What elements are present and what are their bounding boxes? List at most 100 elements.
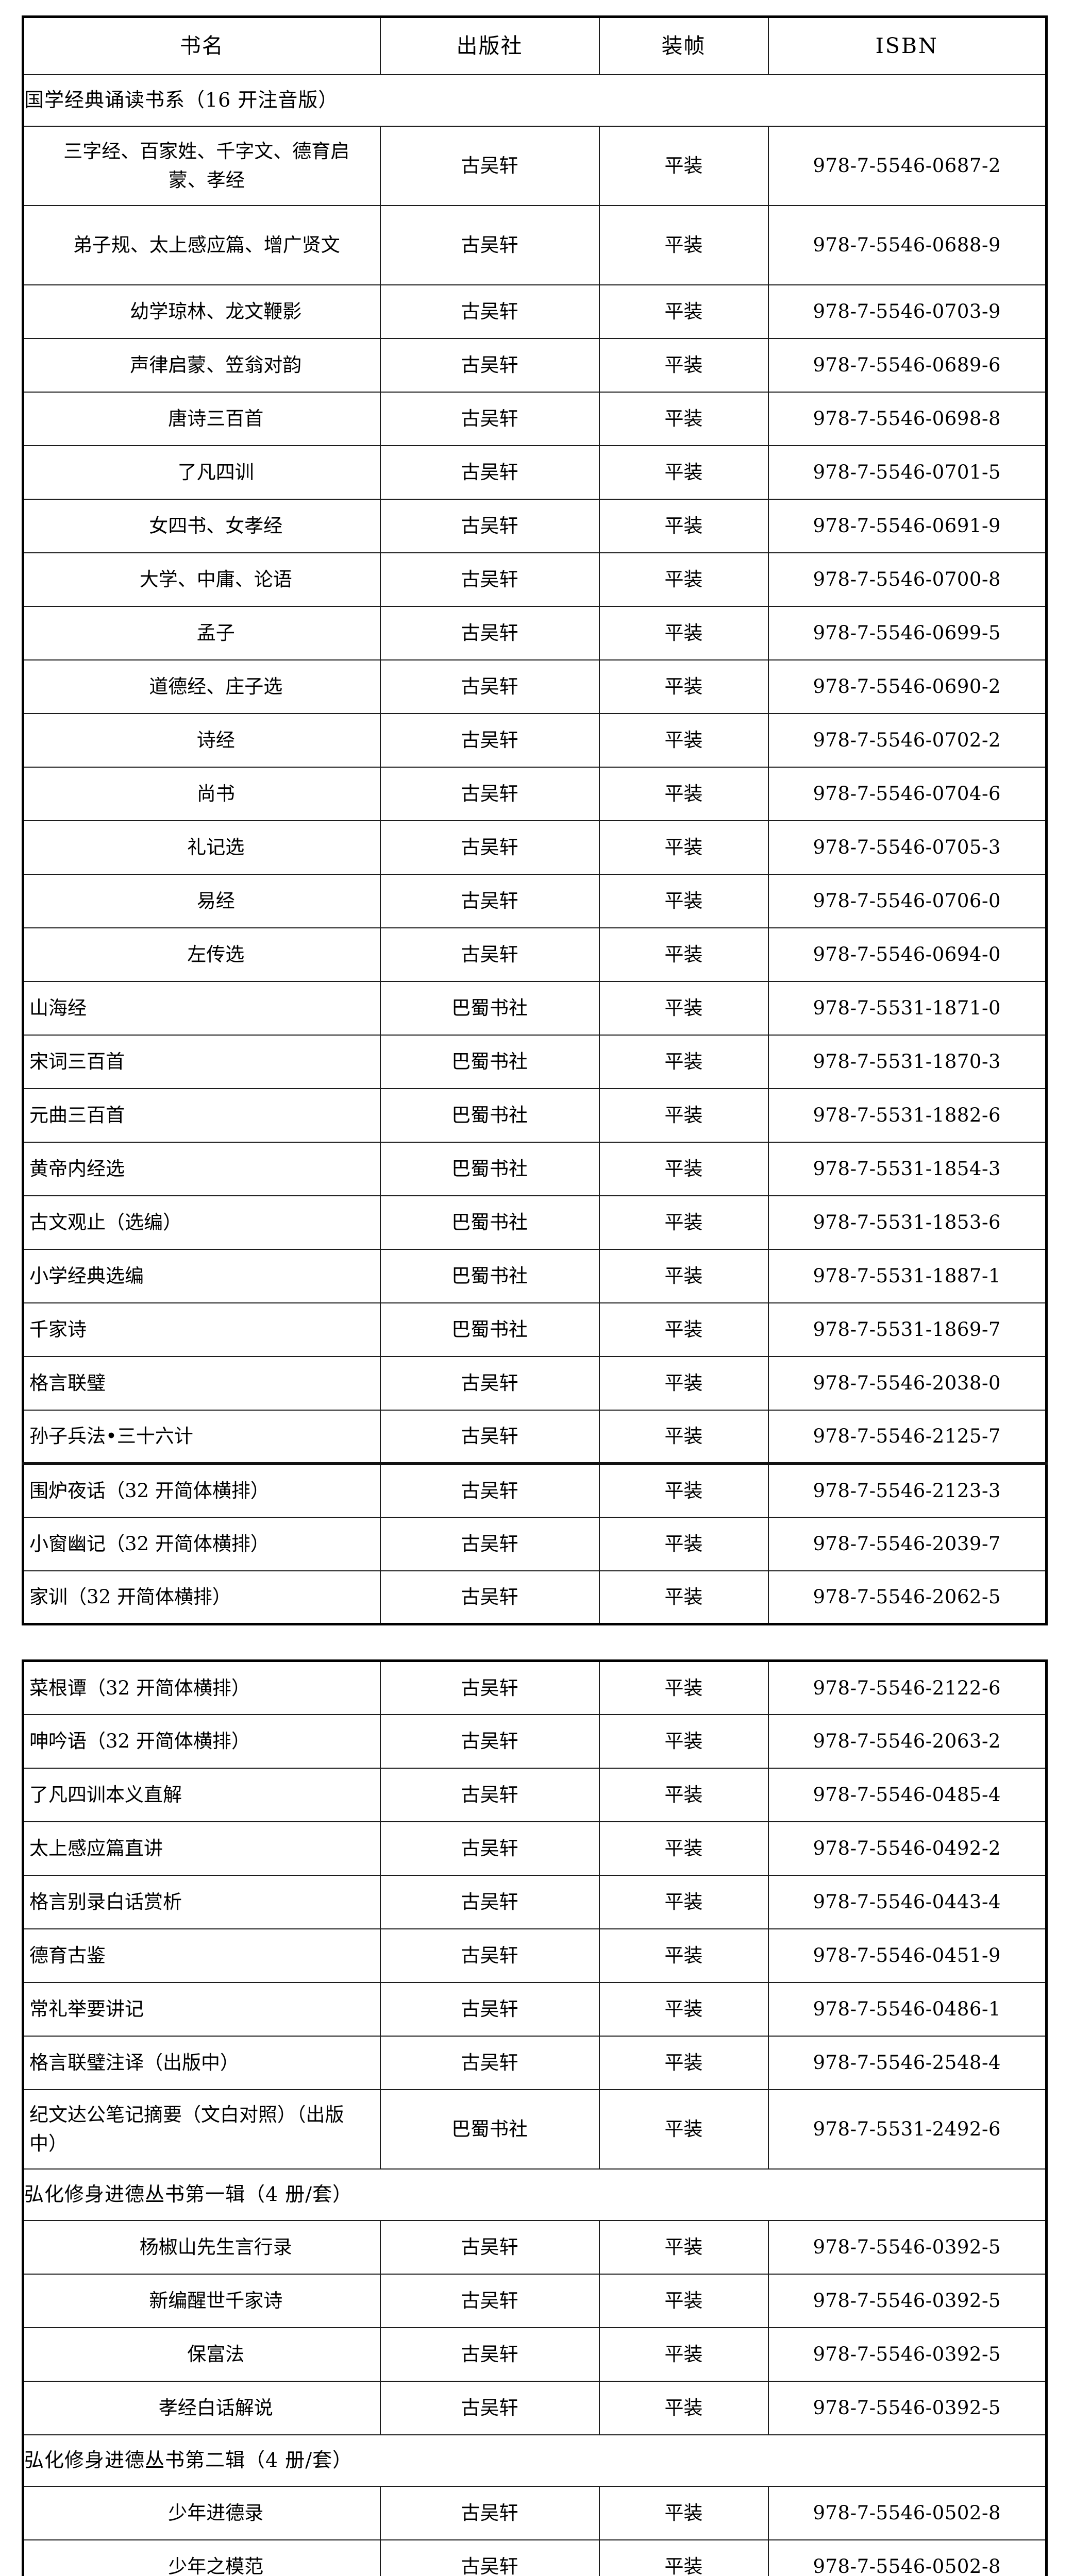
book-title-cell: 少年之模范: [22, 2539, 381, 2576]
book-binding-cell: 平装: [598, 1516, 769, 1571]
book-binding-cell: 平装: [598, 1660, 769, 1715]
book-title-cell: 声律启蒙、笠翁对韵: [22, 337, 381, 393]
book-title-cell: 小窗幽记（32 开简体横排）: [22, 1516, 381, 1571]
book-isbn-cell: 978-7-5546-0392-5: [767, 2380, 1047, 2435]
book-publisher-cell: 巴蜀书社: [379, 1195, 600, 1250]
book-title-cell: 宋词三百首: [22, 1034, 381, 1089]
book-binding-cell: 平装: [598, 1714, 769, 1769]
book-row: 声律启蒙、笠翁对韵 古吴轩 平装 978-7-5546-0689-6: [22, 337, 1047, 393]
book-title-cell: 围炉夜话（32 开简体横排）: [22, 1462, 381, 1518]
book-row: 少年之模范 古吴轩 平装 978-7-5546-0502-8: [22, 2539, 1047, 2576]
book-row: 家训（32 开简体横排） 古吴轩 平装 978-7-5546-2062-5: [22, 1570, 1047, 1625]
book-publisher-cell: 古吴轩: [379, 1874, 600, 1929]
book-row: 了凡四训 古吴轩 平装 978-7-5546-0701-5: [22, 445, 1047, 500]
book-isbn-cell: 978-7-5546-0688-9: [767, 205, 1047, 285]
book-title-cell: 礼记选: [22, 820, 381, 875]
book-title-cell: 德育古鉴: [22, 1928, 381, 1983]
book-isbn-cell: 978-7-5546-0392-5: [767, 2327, 1047, 2382]
book-publisher-cell: 古吴轩: [379, 2380, 600, 2435]
book-row: 孙子兵法•三十六计 古吴轩 平装 978-7-5546-2125-7: [22, 1409, 1047, 1464]
book-row: 宋词三百首 巴蜀书社 平装 978-7-5531-1870-3: [22, 1034, 1047, 1089]
book-isbn-cell: 978-7-5546-0687-2: [767, 125, 1047, 206]
book-publisher-cell: 古吴轩: [379, 2035, 600, 2090]
book-publisher-cell: 古吴轩: [379, 1660, 600, 1715]
book-binding-cell: 平装: [598, 1355, 769, 1411]
book-publisher-cell: 巴蜀书社: [379, 1034, 600, 1089]
book-row: 大学、中庸、论语 古吴轩 平装 978-7-5546-0700-8: [22, 552, 1047, 607]
book-isbn-cell: 978-7-5531-1871-0: [767, 980, 1047, 1036]
series-section-title: 弘化修身进德丛书第二辑（4 册/套）: [22, 2434, 1047, 2487]
book-row: 纪文达公笔记摘要（文白对照）（出版中） 巴蜀书社 平装 978-7-5531-2492…: [22, 2089, 1047, 2170]
book-row: 围炉夜话（32 开简体横排） 古吴轩 平装 978-7-5546-2123-3: [22, 1462, 1047, 1518]
book-row: 黄帝内经选 巴蜀书社 平装 978-7-5531-1854-3: [22, 1141, 1047, 1196]
book-isbn-cell: 978-7-5546-2062-5: [767, 1570, 1047, 1625]
series-section-title: 弘化修身进德丛书第一辑（4 册/套）: [22, 2168, 1047, 2221]
book-title-cell: 山海经: [22, 980, 381, 1036]
book-row: 格言联璧 古吴轩 平装 978-7-5546-2038-0: [22, 1355, 1047, 1411]
book-isbn-cell: 978-7-5546-0486-1: [767, 1981, 1047, 2037]
book-title-cell: 易经: [22, 873, 381, 928]
series-section-row: 弘化修身进德丛书第一辑（4 册/套）: [22, 2168, 1047, 2221]
book-isbn-cell: 978-7-5546-2122-6: [767, 1660, 1047, 1715]
book-isbn-cell: 978-7-5531-1869-7: [767, 1302, 1047, 1357]
book-publisher-cell: 古吴轩: [379, 1928, 600, 1983]
book-publisher-cell: 古吴轩: [379, 713, 600, 768]
book-isbn-cell: 978-7-5546-0699-5: [767, 605, 1047, 660]
book-row: 道德经、庄子选 古吴轩 平装 978-7-5546-0690-2: [22, 659, 1047, 714]
book-title-cell: 元曲三百首: [22, 1088, 381, 1143]
book-binding-cell: 平装: [598, 1570, 769, 1625]
book-title-cell: 尚书: [22, 766, 381, 821]
book-isbn-cell: 978-7-5546-0700-8: [767, 552, 1047, 607]
book-publisher-cell: 巴蜀书社: [379, 2089, 600, 2170]
book-isbn-cell: 978-7-5546-2548-4: [767, 2035, 1047, 2090]
book-binding-cell: 平装: [598, 713, 769, 768]
book-title-cell: 女四书、女孝经: [22, 498, 381, 553]
book-catalog-table-part-1: 书名 出版社 装帧 ISBN 国学经典诵读书系（16 开注音版） 三字经、百家姓、…: [22, 15, 1048, 1625]
book-isbn-cell: 978-7-5546-0443-4: [767, 1874, 1047, 1929]
book-binding-cell: 平装: [598, 1302, 769, 1357]
book-binding-cell: 平装: [598, 1248, 769, 1303]
book-publisher-cell: 古吴轩: [379, 1516, 600, 1571]
book-publisher-cell: 古吴轩: [379, 2273, 600, 2328]
book-title-cell: 三字经、百家姓、千字文、德育启蒙、孝经: [22, 125, 381, 206]
book-title-cell: 了凡四训: [22, 445, 381, 500]
book-row: 格言联璧注译（出版中） 古吴轩 平装 978-7-5546-2548-4: [22, 2035, 1047, 2090]
book-row: 菜根谭（32 开简体横排） 古吴轩 平装 978-7-5546-2122-6: [22, 1660, 1047, 1715]
book-isbn-cell: 978-7-5546-0691-9: [767, 498, 1047, 553]
book-row: 少年进德录 古吴轩 平装 978-7-5546-0502-8: [22, 2485, 1047, 2540]
book-isbn-cell: 978-7-5546-0502-8: [767, 2485, 1047, 2540]
series-section-row: 弘化修身进德丛书第二辑（4 册/套）: [22, 2434, 1047, 2487]
book-row: 女四书、女孝经 古吴轩 平装 978-7-5546-0691-9: [22, 498, 1047, 553]
book-isbn-cell: 978-7-5531-1887-1: [767, 1248, 1047, 1303]
book-isbn-cell: 978-7-5546-0706-0: [767, 873, 1047, 928]
book-publisher-cell: 古吴轩: [379, 2485, 600, 2540]
book-title-cell: 太上感应篇直讲: [22, 1821, 381, 1876]
book-binding-cell: 平装: [598, 1088, 769, 1143]
book-publisher-cell: 古吴轩: [379, 1355, 600, 1411]
book-publisher-cell: 巴蜀书社: [379, 1248, 600, 1303]
book-binding-cell: 平装: [598, 2219, 769, 2275]
book-publisher-cell: 古吴轩: [379, 1714, 600, 1769]
book-title-cell: 格言联璧: [22, 1355, 381, 1411]
book-row: 尚书 古吴轩 平装 978-7-5546-0704-6: [22, 766, 1047, 821]
book-title-cell: 家训（32 开简体横排）: [22, 1570, 381, 1625]
book-row: 古文观止（选编） 巴蜀书社 平装 978-7-5531-1853-6: [22, 1195, 1047, 1250]
book-isbn-cell: 978-7-5546-0703-9: [767, 284, 1047, 339]
book-title-cell: 诗经: [22, 713, 381, 768]
book-binding-cell: 平装: [598, 659, 769, 714]
book-publisher-cell: 古吴轩: [379, 605, 600, 660]
book-isbn-cell: 978-7-5531-2492-6: [767, 2089, 1047, 2170]
book-title-cell: 少年进德录: [22, 2485, 381, 2540]
book-isbn-cell: 978-7-5546-2038-0: [767, 1355, 1047, 1411]
book-title-cell: 杨椒山先生言行录: [22, 2219, 381, 2275]
book-binding-cell: 平装: [598, 552, 769, 607]
book-title-cell: 常礼举要讲记: [22, 1981, 381, 2037]
book-title-cell: 唐诗三百首: [22, 391, 381, 446]
book-row: 左传选 古吴轩 平装 978-7-5546-0694-0: [22, 927, 1047, 982]
book-binding-cell: 平装: [598, 605, 769, 660]
book-binding-cell: 平装: [598, 498, 769, 553]
book-row: 诗经 古吴轩 平装 978-7-5546-0702-2: [22, 713, 1047, 768]
book-binding-cell: 平装: [598, 1034, 769, 1089]
book-binding-cell: 平装: [598, 391, 769, 446]
book-binding-cell: 平装: [598, 284, 769, 339]
